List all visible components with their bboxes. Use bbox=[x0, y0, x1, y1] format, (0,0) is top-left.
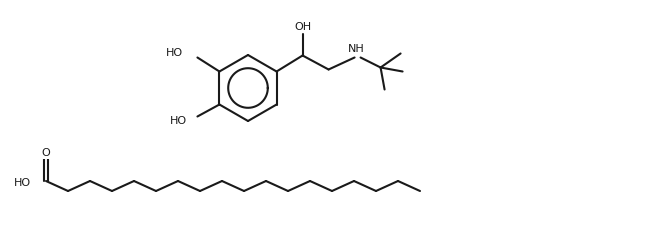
Text: O: O bbox=[41, 148, 50, 158]
Text: NH: NH bbox=[348, 45, 365, 55]
Text: HO: HO bbox=[166, 48, 183, 58]
Text: HO: HO bbox=[14, 178, 31, 188]
Text: HO: HO bbox=[171, 116, 187, 127]
Text: OH: OH bbox=[294, 21, 311, 31]
